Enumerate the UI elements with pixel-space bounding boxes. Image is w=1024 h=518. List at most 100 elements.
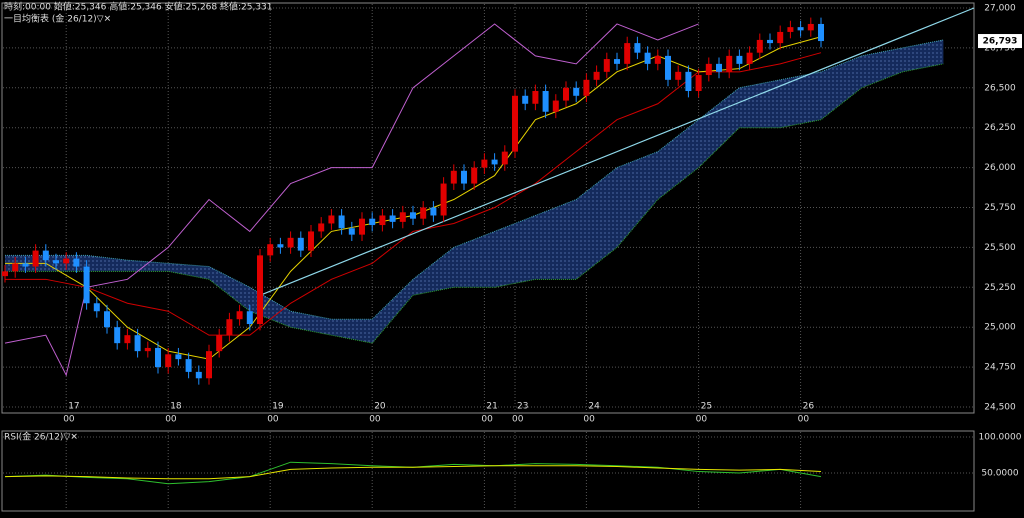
y-tick-label: 25,000: [984, 323, 1016, 333]
candle-body: [124, 335, 131, 344]
candle-body: [552, 100, 559, 112]
candle-body: [450, 170, 457, 184]
candle-body: [308, 231, 314, 251]
rsi-frame: [1, 430, 975, 512]
candle-body: [787, 27, 794, 32]
candle-body: [165, 354, 172, 368]
candle-body: [2, 271, 8, 277]
marks: [2, 7, 975, 485]
candle-body: [410, 212, 416, 219]
candle-body: [369, 218, 376, 226]
candle-body: [297, 237, 304, 251]
x-tick-label: 26: [803, 402, 815, 412]
candle-body: [634, 43, 641, 53]
candle-body: [746, 52, 753, 64]
rsi-title: RSI(金 26/12)▽✕: [4, 431, 78, 443]
labels: 24,500 24,750 25,000 25,250 25,500 25,750 26,0…: [63, 4, 1022, 479]
candle-body: [716, 63, 722, 72]
senkou-b: [5, 63, 944, 344]
candle-body: [104, 311, 110, 328]
candle-body: [195, 371, 202, 379]
candle-body: [12, 263, 19, 272]
x-tick-time: 00: [512, 415, 524, 425]
x-tick-time: 00: [369, 415, 381, 425]
candle-body: [399, 212, 406, 222]
candle-body: [563, 87, 569, 101]
candle-body: [501, 151, 508, 165]
candle-body: [685, 71, 692, 91]
candle-body: [644, 52, 651, 64]
candle-body: [726, 55, 733, 72]
candle-body: [277, 244, 284, 248]
x-tick-label: 20: [374, 402, 386, 412]
candle-body: [532, 90, 539, 104]
last-price-box: [978, 34, 1022, 49]
candle-body: [246, 311, 253, 325]
x-tick-time: 00: [696, 415, 708, 425]
candle-body: [287, 237, 294, 248]
candle-body: [654, 55, 661, 64]
y-tick-label: 25,750: [984, 203, 1016, 213]
candle-body: [348, 228, 355, 235]
x-tick-label: 23: [517, 402, 528, 412]
rsi-tick-label: 50.0000: [981, 469, 1018, 479]
candle-body: [471, 167, 478, 184]
candle-body: [83, 266, 90, 304]
candle-body: [603, 59, 610, 72]
candle-body: [53, 260, 59, 264]
chart-title: 一目均衡表 (金 26/12)▽✕: [4, 13, 111, 25]
x-tick-time: 00: [798, 415, 810, 425]
candle-body: [389, 215, 396, 222]
candle-body: [614, 59, 620, 64]
candle-body: [675, 71, 682, 80]
trendline: [259, 7, 975, 296]
y-tick-label: 24,500: [984, 403, 1016, 413]
candle-body: [379, 215, 386, 226]
rsi-tick-label: 100.0000: [979, 433, 1022, 443]
candle-body: [32, 250, 39, 267]
x-tick-label: 21: [486, 402, 497, 412]
x-tick-label: 25: [701, 402, 712, 412]
x-tick-time: 00: [481, 415, 493, 425]
candle-body: [206, 351, 212, 379]
candle-body: [318, 223, 325, 232]
y-tick-label: 25,250: [984, 283, 1016, 293]
info: 時刻:00:00 始値:25,346 高値:25,346 安値:25,268 終…: [4, 1, 273, 13]
candle-body: [420, 207, 427, 219]
x-tick-label: 17: [68, 402, 79, 412]
candle-body: [63, 258, 70, 264]
candle-body: [481, 159, 488, 168]
candle-body: [777, 31, 784, 44]
y-tick-label: 26,250: [984, 123, 1016, 133]
candle-body: [114, 327, 121, 344]
candle-body: [73, 258, 80, 267]
candle-body: [522, 95, 529, 104]
y-tick-label: 27,000: [984, 4, 1016, 14]
candle-body: [328, 215, 335, 224]
candle-body: [42, 250, 49, 261]
candle-body: [461, 170, 467, 184]
candle-body: [542, 90, 549, 112]
candle-body: [440, 183, 447, 216]
candle-body: [512, 95, 518, 152]
candle-body: [93, 303, 100, 312]
candle-body: [226, 319, 233, 336]
candle-body: [359, 218, 365, 235]
candle-body: [593, 71, 600, 80]
candle-body: [144, 347, 151, 352]
x-tick-label: 18: [170, 402, 182, 412]
candle-body: [736, 55, 743, 64]
y-tick-label: 26,000: [984, 163, 1016, 173]
y-tick-label: 26,750: [984, 43, 1016, 53]
candle-body: [807, 23, 814, 31]
candle-body: [767, 39, 773, 44]
last-price-label: 26,793: [983, 37, 1018, 47]
x-tick-time: 00: [583, 415, 595, 425]
candle-body: [185, 359, 192, 372]
y-tick-label: 26,500: [984, 83, 1016, 93]
candle-body: [818, 23, 824, 42]
kijun-line: [5, 52, 822, 336]
candle-body: [705, 63, 712, 76]
candle-body: [236, 311, 243, 320]
